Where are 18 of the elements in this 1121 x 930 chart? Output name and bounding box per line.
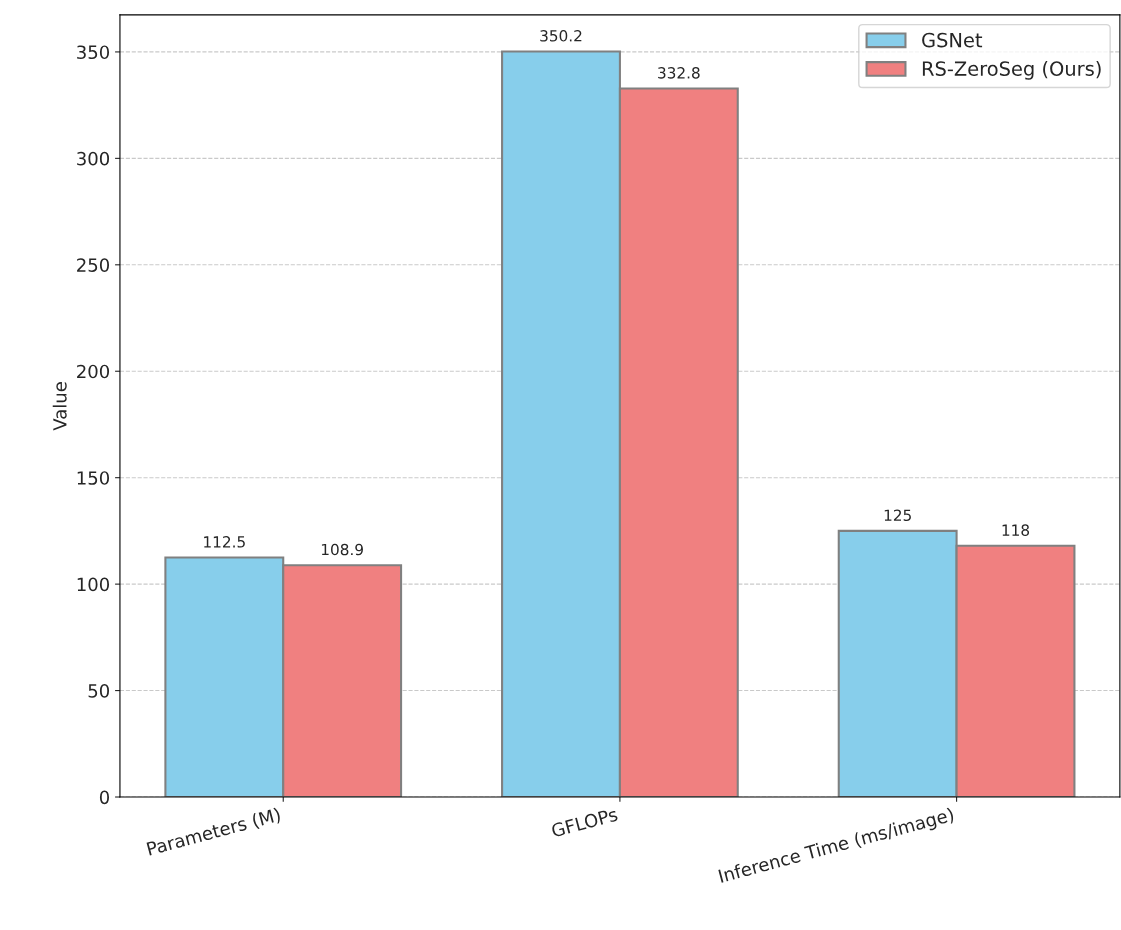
y-tick-label: 300 bbox=[77, 151, 110, 166]
y-axis-title: Value bbox=[52, 382, 67, 431]
y-tick-label: 100 bbox=[77, 577, 110, 592]
data-label: 112.5 bbox=[204, 536, 245, 548]
y-tick-label: 350 bbox=[77, 45, 110, 60]
data-label: 108.9 bbox=[321, 543, 363, 556]
y-tick-label: 0 bbox=[99, 790, 110, 805]
y-tick-label: 50 bbox=[88, 684, 110, 698]
data-label: 125 bbox=[884, 509, 911, 521]
legend-label: GSNet bbox=[922, 32, 983, 48]
y-tick-label: 250 bbox=[77, 258, 110, 272]
y-tick-label: 200 bbox=[77, 364, 110, 379]
x-tick-label: GFLOPs bbox=[550, 807, 619, 838]
data-label: 350.2 bbox=[540, 30, 582, 42]
data-label: 332.8 bbox=[658, 67, 700, 79]
y-tick-label: 150 bbox=[77, 471, 110, 485]
legend-label: RS-ZeroSeg (Ours) bbox=[922, 60, 1101, 80]
data-label: 118 bbox=[1002, 524, 1030, 536]
